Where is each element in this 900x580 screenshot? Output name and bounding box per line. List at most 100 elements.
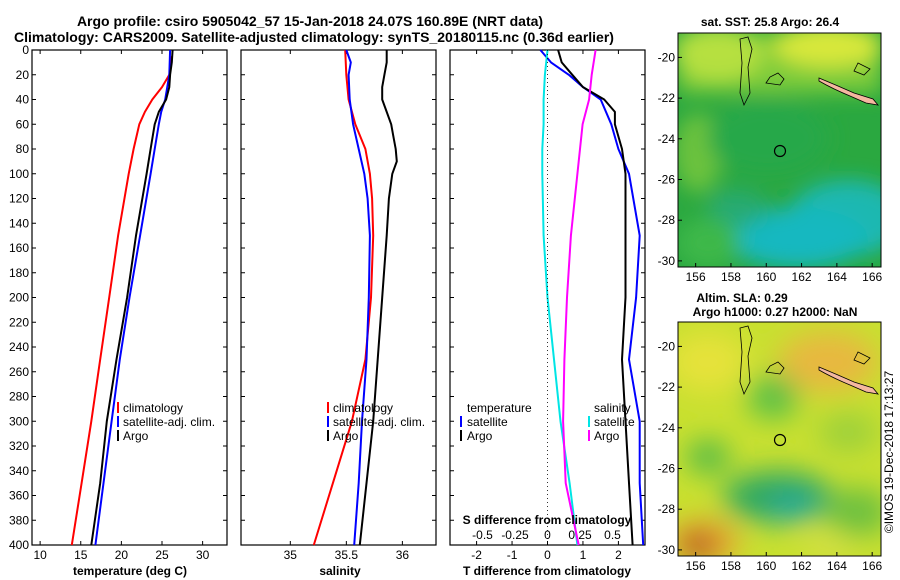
difference-legend-s-satellite: satellite [594,415,635,429]
figure-title-line2: Climatology: CARS2009. Satellite-adjuste… [14,29,614,45]
s-tick-label: -0.5 [472,528,493,542]
difference-y-ticks [450,49,645,546]
sla-map-panel: Altim. SLA: 0.29 Argo h1000: 0.27 h2000:… [658,291,883,573]
map-x-tick-label: 166 [862,559,882,573]
salinity-legend-satellite: satellite-adj. clim. [333,415,425,429]
map-y-tick-label: -26 [658,173,676,187]
reef-outline-icon [853,351,871,365]
salinity-x-label: salinity [319,564,361,578]
map-y-tick-label: -20 [658,339,676,353]
map-y-tick-label: -30 [658,254,676,268]
map-y-tick-label: -26 [658,462,676,476]
difference-panel: -2 -1 0 1 2 -0.5 -0.25 0 0.25 0.5 temperature sa… [449,49,646,578]
map-x-tick-label: 166 [862,270,882,284]
y-tick-label: 240 [9,340,29,354]
sla-map-image [678,322,881,556]
y-tick-label: 280 [9,390,29,404]
y-tick-label: 40 [16,93,30,107]
temperature-lines [70,49,174,546]
map-y-tick-label: -30 [658,543,676,557]
y-tick-label: 380 [9,513,29,527]
reef-outline-icon [739,36,753,107]
reef-outline-icon [853,62,871,76]
map-x-tick-label: 156 [686,559,706,573]
s-tick-label: 0.25 [568,528,592,542]
new-caledonia-landmass [818,366,879,395]
s-tick-label: -0.25 [501,528,529,542]
salinity-x-axis: 35 35.5 36 [284,50,410,562]
reef-outline-icon [765,72,785,86]
x-tick-label: 36 [396,548,410,562]
temperature-legend-climatology: climatology [123,401,183,415]
sla-map-title-line1: Altim. SLA: 0.29 [696,291,788,305]
y-tick-label: 80 [16,142,30,156]
difference-x-axis: -2 -1 0 1 2 [471,50,622,562]
salinity-legend-climatology: climatology [333,401,393,415]
sla-map-title-line2: Argo h1000: 0.27 h2000: NaN [693,305,858,319]
temperature-legend-satellite: satellite-adj. clim. [123,415,215,429]
figure-title-line1: Argo profile: csiro 5905042_57 15-Jan-20… [77,13,543,29]
y-tick-label: 340 [9,464,29,478]
map-y-tick-label: -22 [658,380,676,394]
series-line-t-argo [557,49,634,546]
difference-legend-t-satellite: satellite [467,415,508,429]
y-tick-label: 180 [9,266,29,280]
sla-map-y-axis: -20 -22 -24 -26 -28 -30 [658,339,682,557]
y-tick-label: 60 [16,117,30,131]
y-tick-label: 300 [9,414,29,428]
x-tick-label: -1 [507,548,518,562]
reef-outline-icon [765,361,785,375]
series-line-s-satellite [541,49,579,546]
difference-x-label: T difference from climatology [463,564,631,578]
x-tick-label: 25 [155,548,169,562]
sla-map-frame [677,321,882,557]
x-tick-label: 20 [115,548,129,562]
map-x-tick-label: 162 [792,270,812,284]
x-tick-label: 35.5 [335,548,359,562]
salinity-panel: 35 35.5 36 climatology satellite-adj. clim… [240,49,437,578]
sst-map-frame [677,32,882,268]
salinity-axes-frame [240,49,437,546]
temperature-x-label: temperature (deg C) [73,564,187,578]
y-tick-label: 400 [9,538,29,552]
map-x-tick-label: 158 [721,559,741,573]
map-x-tick-label: 162 [792,559,812,573]
salinity-lines [312,49,398,546]
x-tick-label: -2 [471,548,482,562]
series-line-satellite-adj-clim- [94,49,172,546]
sst-map-y-axis: -20 -22 -24 -26 -28 -30 [658,50,682,268]
difference-legend-temperature-title: temperature [467,401,532,415]
series-line-satellite-adj-clim- [345,49,371,546]
x-tick-label: 0 [544,548,551,562]
x-tick-label: 15 [74,548,88,562]
salinity-legend: climatology satellite-adj. clim. Argo [327,401,425,443]
map-x-tick-label: 160 [756,559,776,573]
x-tick-label: 35 [284,548,298,562]
difference-legend-s-argo: Argo [594,429,620,443]
map-x-tick-label: 160 [756,270,776,284]
salinity-legend-argo: Argo [333,429,359,443]
series-line-s-argo [562,49,597,546]
y-tick-label: 120 [9,192,29,206]
map-y-tick-label: -22 [658,91,676,105]
y-tick-label: 140 [9,216,29,230]
difference-s-axis-label: S difference from climatology [463,513,632,527]
imos-watermark: ©IMOS 19-Dec-2018 17:13:27 [882,371,896,534]
series-line-argo [358,50,398,546]
y-tick-label: 260 [9,365,29,379]
map-y-tick-label: -28 [658,213,676,227]
temperature-panel: 0 20 40 60 80 100 120 140 160 180 200 220 240 260 280 3… [9,43,228,578]
sst-map-image [678,33,881,267]
x-tick-label: 10 [33,548,47,562]
x-tick-label: 2 [615,548,622,562]
temperature-legend-argo: Argo [123,429,149,443]
difference-legend: temperature satellite Argo salinity sate… [460,401,635,443]
x-tick-label: 1 [580,548,587,562]
salinity-y-ticks [241,49,436,546]
y-tick-label: 200 [9,291,29,305]
y-tick-label: 360 [9,489,29,503]
new-caledonia-landmass [818,77,879,106]
sst-map-title: sat. SST: 25.8 Argo: 26.4 [701,15,840,29]
sla-map-x-axis: 156 158 160 162 164 166 [686,552,883,573]
